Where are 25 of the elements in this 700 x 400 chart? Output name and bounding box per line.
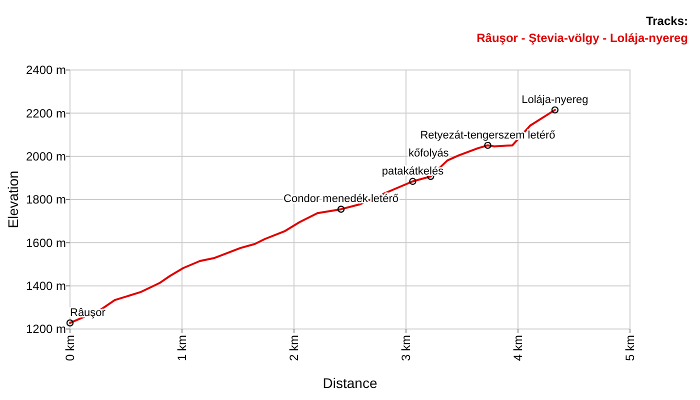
x-axis-title: Distance [322, 375, 378, 391]
point [409, 178, 416, 185]
x-tick-label: 0 km [63, 335, 78, 362]
legend-title: Tracks: [646, 14, 688, 28]
y-tick-label: 1800 m [26, 192, 66, 207]
point [66, 319, 74, 327]
y-tick-label: 1400 m [26, 279, 66, 294]
annotation: Lolája-nyereg [522, 94, 588, 106]
y-tick-label: 2400 m [26, 63, 66, 78]
annotation: kőfolyás [408, 147, 450, 160]
point [484, 142, 492, 149]
point [337, 206, 345, 213]
x-tick-label: 1 km [175, 335, 190, 362]
text: Râuşor - Ştevia-völgy - Lolája-nyereg [476, 31, 688, 45]
y-tick-label: 2200 m [26, 106, 66, 120]
x-tick-label: 5 km [623, 335, 638, 362]
point [551, 106, 559, 114]
x-tick-label: 2 km [287, 335, 302, 362]
y-tick-label: 1600 m [26, 236, 66, 250]
x-tick-label: 3 km [399, 335, 414, 362]
y-tick-label: 1200 m [26, 322, 66, 336]
annotation: Condor menedék letérő [284, 193, 399, 206]
y-tick-label: 2000 m [26, 150, 66, 164]
y-axis-title: Elevation [5, 170, 21, 228]
x-tick-label: 4 km [511, 335, 526, 362]
